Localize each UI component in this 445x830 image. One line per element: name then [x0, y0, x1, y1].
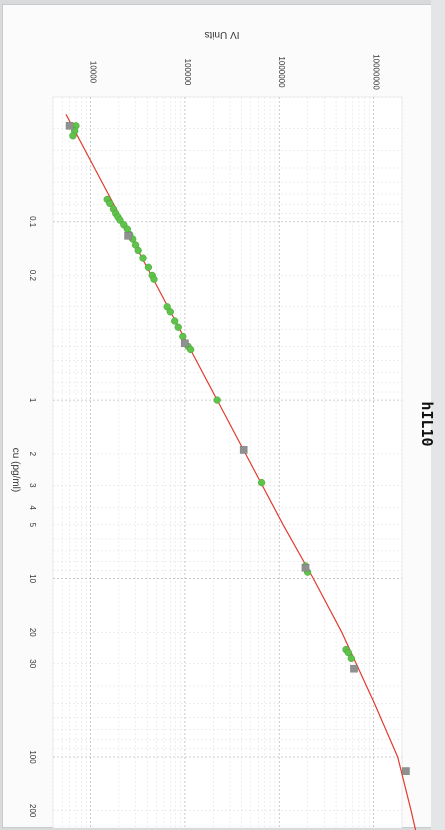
y-axis-label: IV Units — [204, 29, 239, 40]
x-axis-label: cu (pg/ml) — [10, 448, 21, 492]
x-tick-label: 2 — [28, 452, 37, 457]
sample-point — [347, 654, 355, 663]
sample-point — [179, 332, 187, 341]
sample-point — [171, 317, 179, 325]
standard-point — [350, 664, 358, 673]
x-tick-label: 0.1 — [28, 216, 37, 228]
x-tick-label: 30 — [28, 659, 37, 668]
y-tick-labels: 10000 100000 1000000 10000000 — [89, 54, 381, 90]
standard-point — [65, 121, 74, 130]
window-edge — [431, 0, 445, 830]
standard-point — [402, 767, 410, 775]
standard-point — [239, 446, 248, 454]
sample-point — [106, 199, 114, 208]
x-tick-labels: 0.1 0.2 1 2 3 4 5 10 20 30 100 200 — [28, 216, 37, 818]
y-tick-label: 10000000 — [372, 54, 381, 90]
x-tick-label: 10 — [28, 574, 37, 583]
sample-point — [144, 263, 153, 271]
y-tick-label: 1000000 — [277, 56, 286, 88]
chart-title: hIL10 — [418, 401, 436, 446]
x-tick-label: 5 — [28, 523, 37, 528]
sample-point — [213, 396, 221, 404]
sample-point — [166, 308, 174, 316]
x-tick-label: 3 — [28, 483, 37, 488]
sample-point — [186, 345, 195, 354]
sample-point — [134, 246, 142, 255]
x-tick-label: 20 — [28, 628, 37, 637]
grid — [52, 96, 403, 828]
sample-point — [116, 216, 124, 224]
x-tick-label: 0.2 — [28, 270, 37, 282]
sample-point — [257, 478, 266, 487]
standard-point — [301, 564, 310, 572]
sample-point — [69, 132, 77, 140]
x-tick-label: 100 — [28, 750, 37, 764]
sample-point — [174, 323, 182, 331]
x-tick-label: 1 — [28, 398, 37, 403]
y-tick-label: 10000 — [89, 61, 98, 84]
standard-point — [181, 339, 189, 348]
x-tick-label: 4 — [28, 505, 37, 510]
sample-point — [150, 275, 158, 283]
plot-area — [52, 96, 403, 829]
data-points — [65, 121, 410, 775]
standard-point — [124, 231, 132, 240]
y-tick-label: 100000 — [183, 59, 192, 86]
x-tick-label: 200 — [28, 804, 37, 818]
sample-point — [344, 648, 352, 657]
sample-point — [139, 254, 147, 262]
